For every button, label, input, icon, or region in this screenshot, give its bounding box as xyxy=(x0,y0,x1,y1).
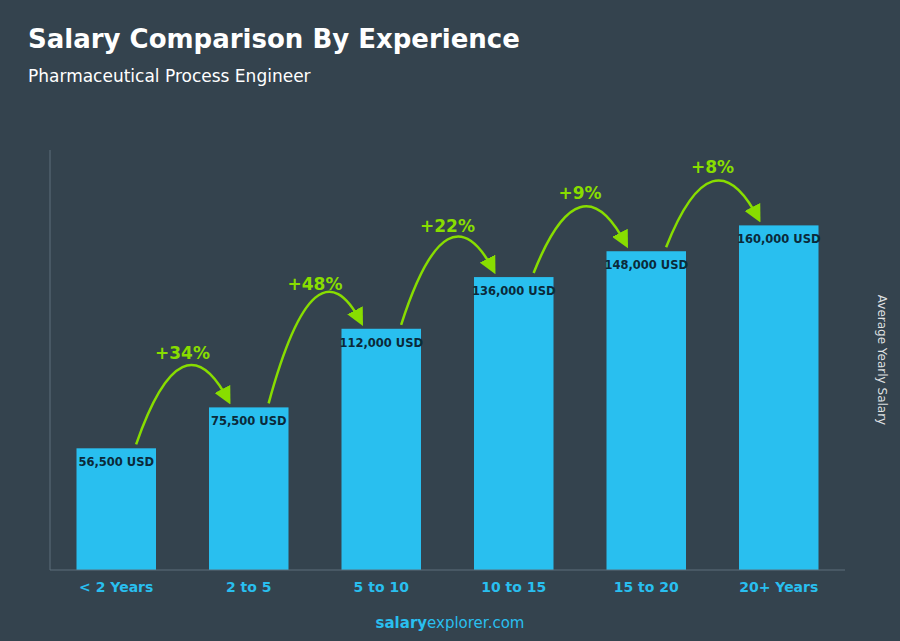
bar xyxy=(739,225,819,570)
bar xyxy=(77,448,157,570)
change-label: +9% xyxy=(558,183,601,203)
bar xyxy=(209,407,289,570)
x-tick-label: 15 to 20 xyxy=(614,579,679,595)
data-label: 75,500 USD xyxy=(211,414,287,428)
change-arrow xyxy=(534,206,627,273)
change-arrow xyxy=(401,236,494,324)
x-tick-label: 20+ Years xyxy=(739,579,818,595)
bar xyxy=(342,329,422,570)
subtitle: Pharmaceutical Process Engineer xyxy=(28,66,311,86)
data-label: 148,000 USD xyxy=(604,258,688,272)
change-label: +8% xyxy=(691,157,734,177)
data-label: 56,500 USD xyxy=(78,455,154,469)
x-tick-label: < 2 Years xyxy=(79,579,153,595)
bar xyxy=(607,251,687,570)
x-tick-label: 2 to 5 xyxy=(226,579,272,595)
data-label: 160,000 USD xyxy=(737,232,821,246)
data-label: 112,000 USD xyxy=(339,336,423,350)
change-arrow xyxy=(269,292,362,404)
change-label: +48% xyxy=(288,274,343,294)
watermark: salaryexplorer.com xyxy=(376,614,525,632)
bar xyxy=(474,277,554,570)
change-arrow xyxy=(136,365,229,444)
bars xyxy=(77,225,819,570)
x-tick-label: 5 to 10 xyxy=(354,579,410,595)
title: Salary Comparison By Experience xyxy=(28,24,520,54)
watermark-part: salary xyxy=(376,614,428,632)
watermark-part: explorer.com xyxy=(427,614,524,632)
y-axis-line xyxy=(50,150,51,570)
change-label: +34% xyxy=(155,343,210,363)
y-axis-label: Average Yearly Salary xyxy=(875,295,889,425)
x-tick-label: 10 to 15 xyxy=(481,579,546,595)
background xyxy=(0,0,900,641)
x-axis-line xyxy=(50,570,845,571)
change-arrow xyxy=(666,180,759,247)
data-label: 136,000 USD xyxy=(472,284,556,298)
change-label: +22% xyxy=(420,216,475,236)
